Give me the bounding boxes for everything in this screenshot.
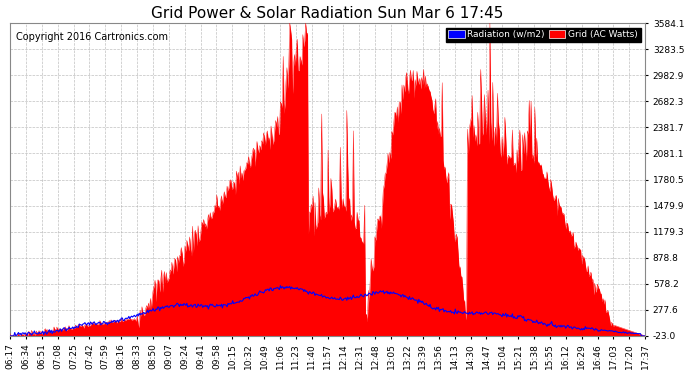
- Text: Copyright 2016 Cartronics.com: Copyright 2016 Cartronics.com: [17, 33, 168, 42]
- Legend: Radiation (w/m2), Grid (AC Watts): Radiation (w/m2), Grid (AC Watts): [446, 28, 641, 42]
- Title: Grid Power & Solar Radiation Sun Mar 6 17:45: Grid Power & Solar Radiation Sun Mar 6 1…: [151, 6, 504, 21]
